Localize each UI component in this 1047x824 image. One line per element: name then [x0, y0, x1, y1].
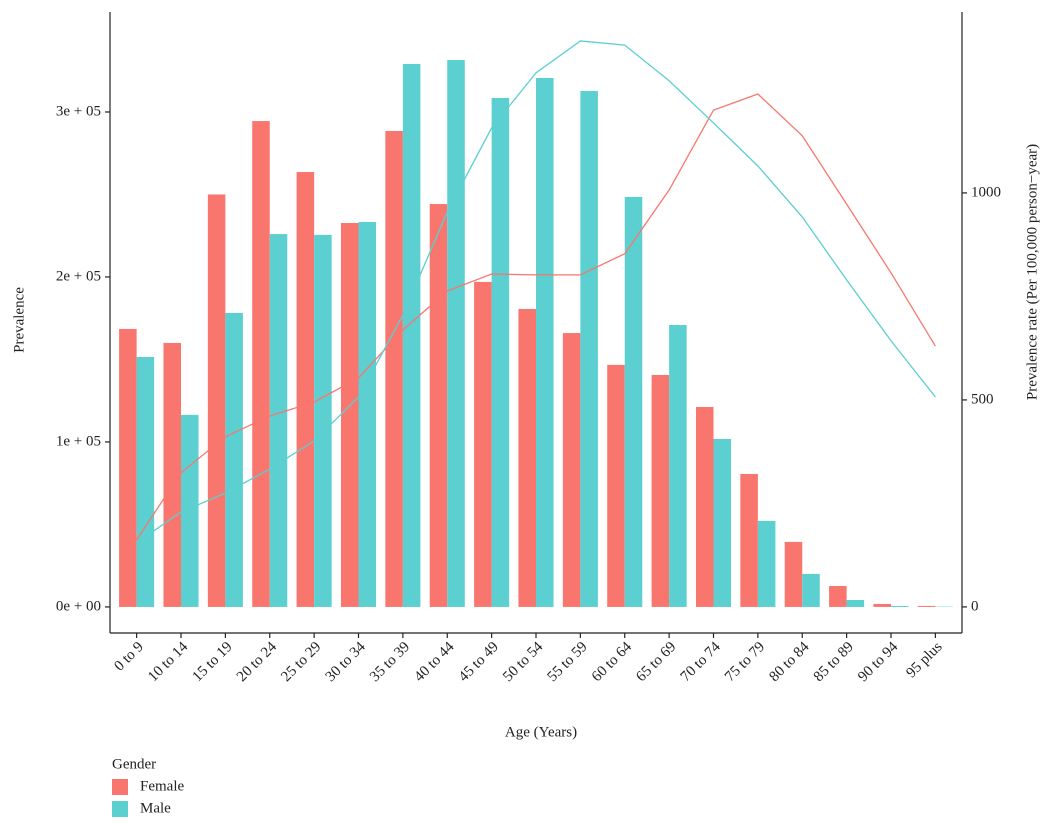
rate-line	[136, 40, 936, 544]
bar	[740, 473, 758, 607]
x-tick-label: 25 to 29	[278, 639, 324, 685]
y2-tick-label: 0	[971, 598, 979, 614]
x-tick-label: 60 to 64	[589, 639, 635, 685]
x-tick-label: 65 to 69	[633, 639, 679, 685]
x-tick-label: 70 to 74	[678, 639, 724, 685]
x-tick-label: 45 to 49	[456, 639, 502, 685]
bar	[651, 374, 670, 607]
bar	[713, 438, 732, 607]
bar	[402, 63, 421, 607]
legend-label: Male	[140, 800, 171, 816]
bar	[669, 324, 687, 607]
y-tick-label: 0e + 00	[56, 598, 101, 614]
bar	[784, 541, 803, 607]
y-axis-title: Prevalence	[11, 287, 27, 353]
x-tick-label: 20 to 24	[234, 639, 280, 685]
bar	[474, 281, 492, 607]
bar	[447, 60, 465, 607]
x-tick-label: 90 to 94	[855, 639, 901, 685]
bar	[314, 234, 332, 607]
bar	[429, 204, 448, 607]
bar	[757, 520, 776, 607]
legend-swatch	[112, 801, 128, 817]
bar	[136, 356, 155, 607]
bar	[917, 605, 936, 607]
bar	[252, 121, 270, 607]
rate-line	[136, 93, 936, 541]
x-tick-label: 30 to 34	[323, 639, 369, 685]
bar	[829, 585, 847, 607]
bar	[891, 605, 909, 607]
y2-axis-title: Prevalence rate (Per 100,000 person−year…	[1024, 144, 1040, 400]
bar	[518, 308, 536, 607]
bar	[873, 603, 891, 607]
x-tick-label: 75 to 79	[722, 639, 768, 685]
x-tick-label: 85 to 89	[811, 639, 857, 685]
x-tick-label: 55 to 59	[545, 639, 591, 685]
y2-tick-label: 500	[971, 391, 994, 407]
bar	[385, 130, 403, 607]
bar	[296, 172, 315, 607]
x-tick-label: 35 to 39	[367, 639, 413, 685]
x-tick-label: 95 plus	[903, 639, 945, 681]
x-axis-title: Age (Years)	[505, 724, 577, 740]
y-tick-label: 1e + 05	[56, 433, 101, 449]
legend-title: Gender	[112, 756, 156, 772]
bar	[536, 77, 554, 607]
legend-swatch	[112, 779, 128, 795]
x-tick-label: 15 to 19	[190, 639, 236, 685]
bar	[163, 342, 181, 607]
x-tick-label: 40 to 44	[411, 639, 457, 685]
bar	[340, 223, 359, 607]
bar	[269, 234, 288, 607]
bar	[491, 97, 510, 607]
y-tick-label: 2e + 05	[56, 268, 101, 284]
bar	[695, 406, 714, 607]
x-tick-label: 80 to 84	[766, 639, 812, 685]
x-tick-label: 10 to 14	[145, 639, 191, 685]
bar	[846, 600, 865, 607]
bar	[207, 194, 226, 607]
bar	[624, 196, 643, 607]
y2-tick-label: 1000	[971, 184, 1001, 200]
y-tick-label: 3e + 05	[56, 103, 101, 119]
bar	[119, 328, 137, 607]
bar	[358, 222, 377, 607]
bar	[225, 312, 243, 607]
bar	[562, 333, 581, 607]
bar	[802, 573, 820, 607]
bar	[580, 91, 598, 607]
x-tick-label: 0 to 9	[111, 639, 146, 674]
x-tick-label: 50 to 54	[500, 639, 546, 685]
bar	[607, 364, 625, 607]
legend-label: Female	[140, 778, 184, 794]
